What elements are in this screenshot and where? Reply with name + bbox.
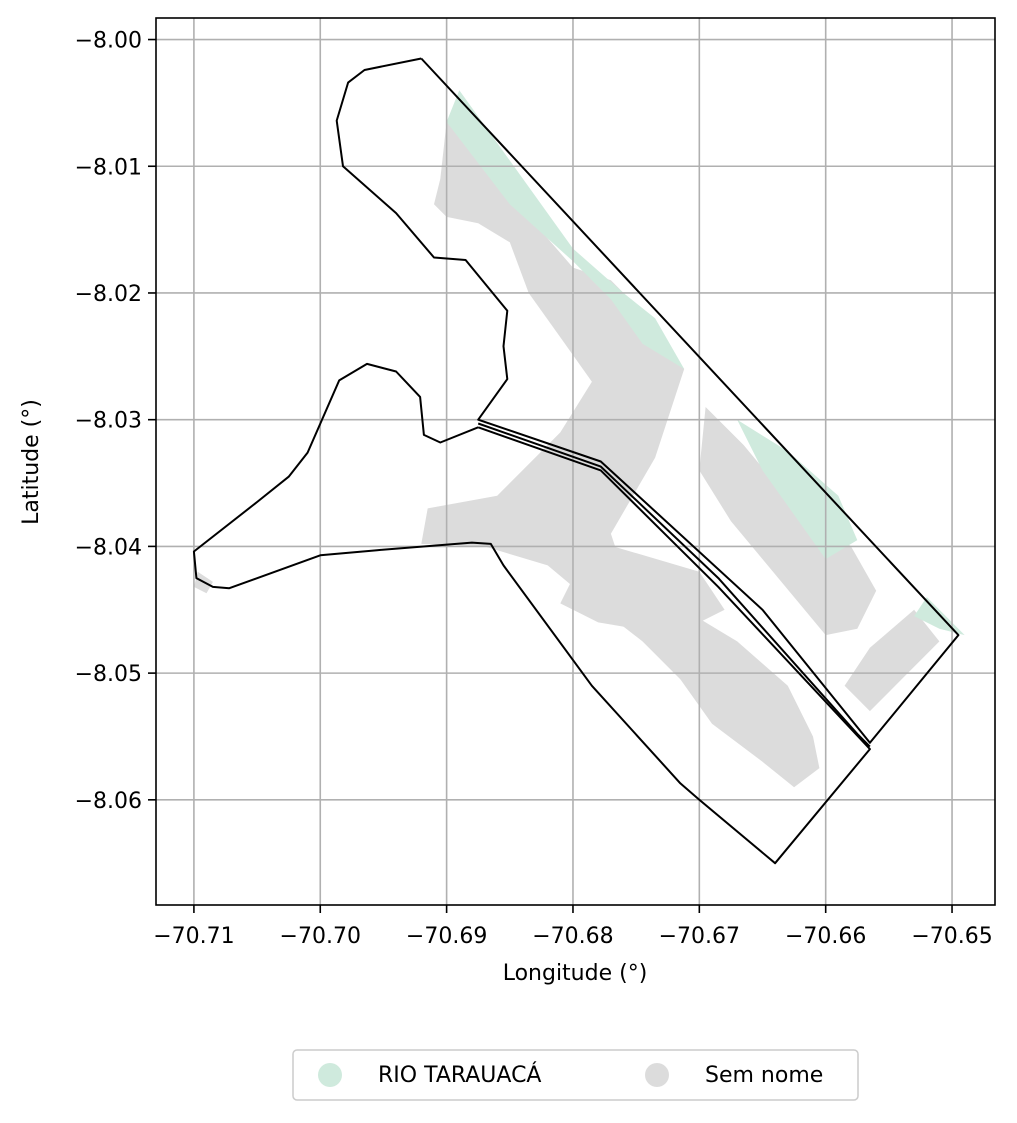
x-axis-ticks: −70.71 −70.70 −70.69 −70.68 −70.67 −70.66 −70.… — [153, 905, 993, 949]
unnamed-areas-layer — [193, 121, 940, 788]
x-axis-label: Longitude (°) — [503, 961, 648, 986]
boundary-outline-0 — [335, 57, 960, 744]
legend-label-rio-tarauaca: RIO TARAUACÁ — [378, 1062, 542, 1088]
plot-frame — [155, 17, 996, 906]
river-area-0 — [446, 90, 685, 369]
x-tick-label-6: −70.65 — [911, 924, 992, 949]
x-tick-label-1: −70.70 — [280, 924, 361, 949]
y-tick-label-4: −8.04 — [75, 535, 142, 560]
x-tick-label-0: −70.71 — [153, 924, 234, 949]
y-axis-ticks: −8.00 −8.01 −8.02 −8.03 −8.04 −8.05 −8.06 — [75, 29, 156, 814]
y-tick-label-5: −8.05 — [75, 662, 142, 687]
legend: RIO TARAUACÁ Sem nome — [292, 1049, 859, 1101]
unnamed-area-3 — [844, 609, 940, 712]
unnamed-area-2 — [699, 407, 877, 636]
legend-swatch-sem-nome — [645, 1063, 669, 1087]
legend-label-sem-nome: Sem nome — [705, 1063, 823, 1088]
y-tick-label-2: −8.02 — [75, 282, 142, 307]
y-tick-label-0: −8.00 — [75, 29, 142, 54]
y-axis-label: Latitude (°) — [19, 399, 44, 525]
boundary-outline-1 — [477, 422, 871, 748]
unnamed-area-0 — [421, 121, 820, 788]
unnamed-area-1 — [560, 540, 725, 636]
x-tick-label-4: −70.67 — [659, 924, 740, 949]
legend-box — [292, 1049, 859, 1101]
y-tick-label-6: −8.06 — [75, 789, 142, 814]
x-tick-label-3: −70.68 — [532, 924, 613, 949]
x-tick-label-5: −70.66 — [785, 924, 866, 949]
y-tick-label-3: −8.03 — [75, 409, 142, 434]
boundary-outlines-layer — [192, 57, 960, 865]
x-tick-label-2: −70.69 — [406, 924, 487, 949]
river-area-1 — [737, 419, 858, 560]
y-tick-label-1: −8.01 — [75, 155, 142, 180]
boundary-outline-2 — [192, 362, 871, 865]
legend-swatch-rio-tarauaca — [318, 1063, 342, 1087]
